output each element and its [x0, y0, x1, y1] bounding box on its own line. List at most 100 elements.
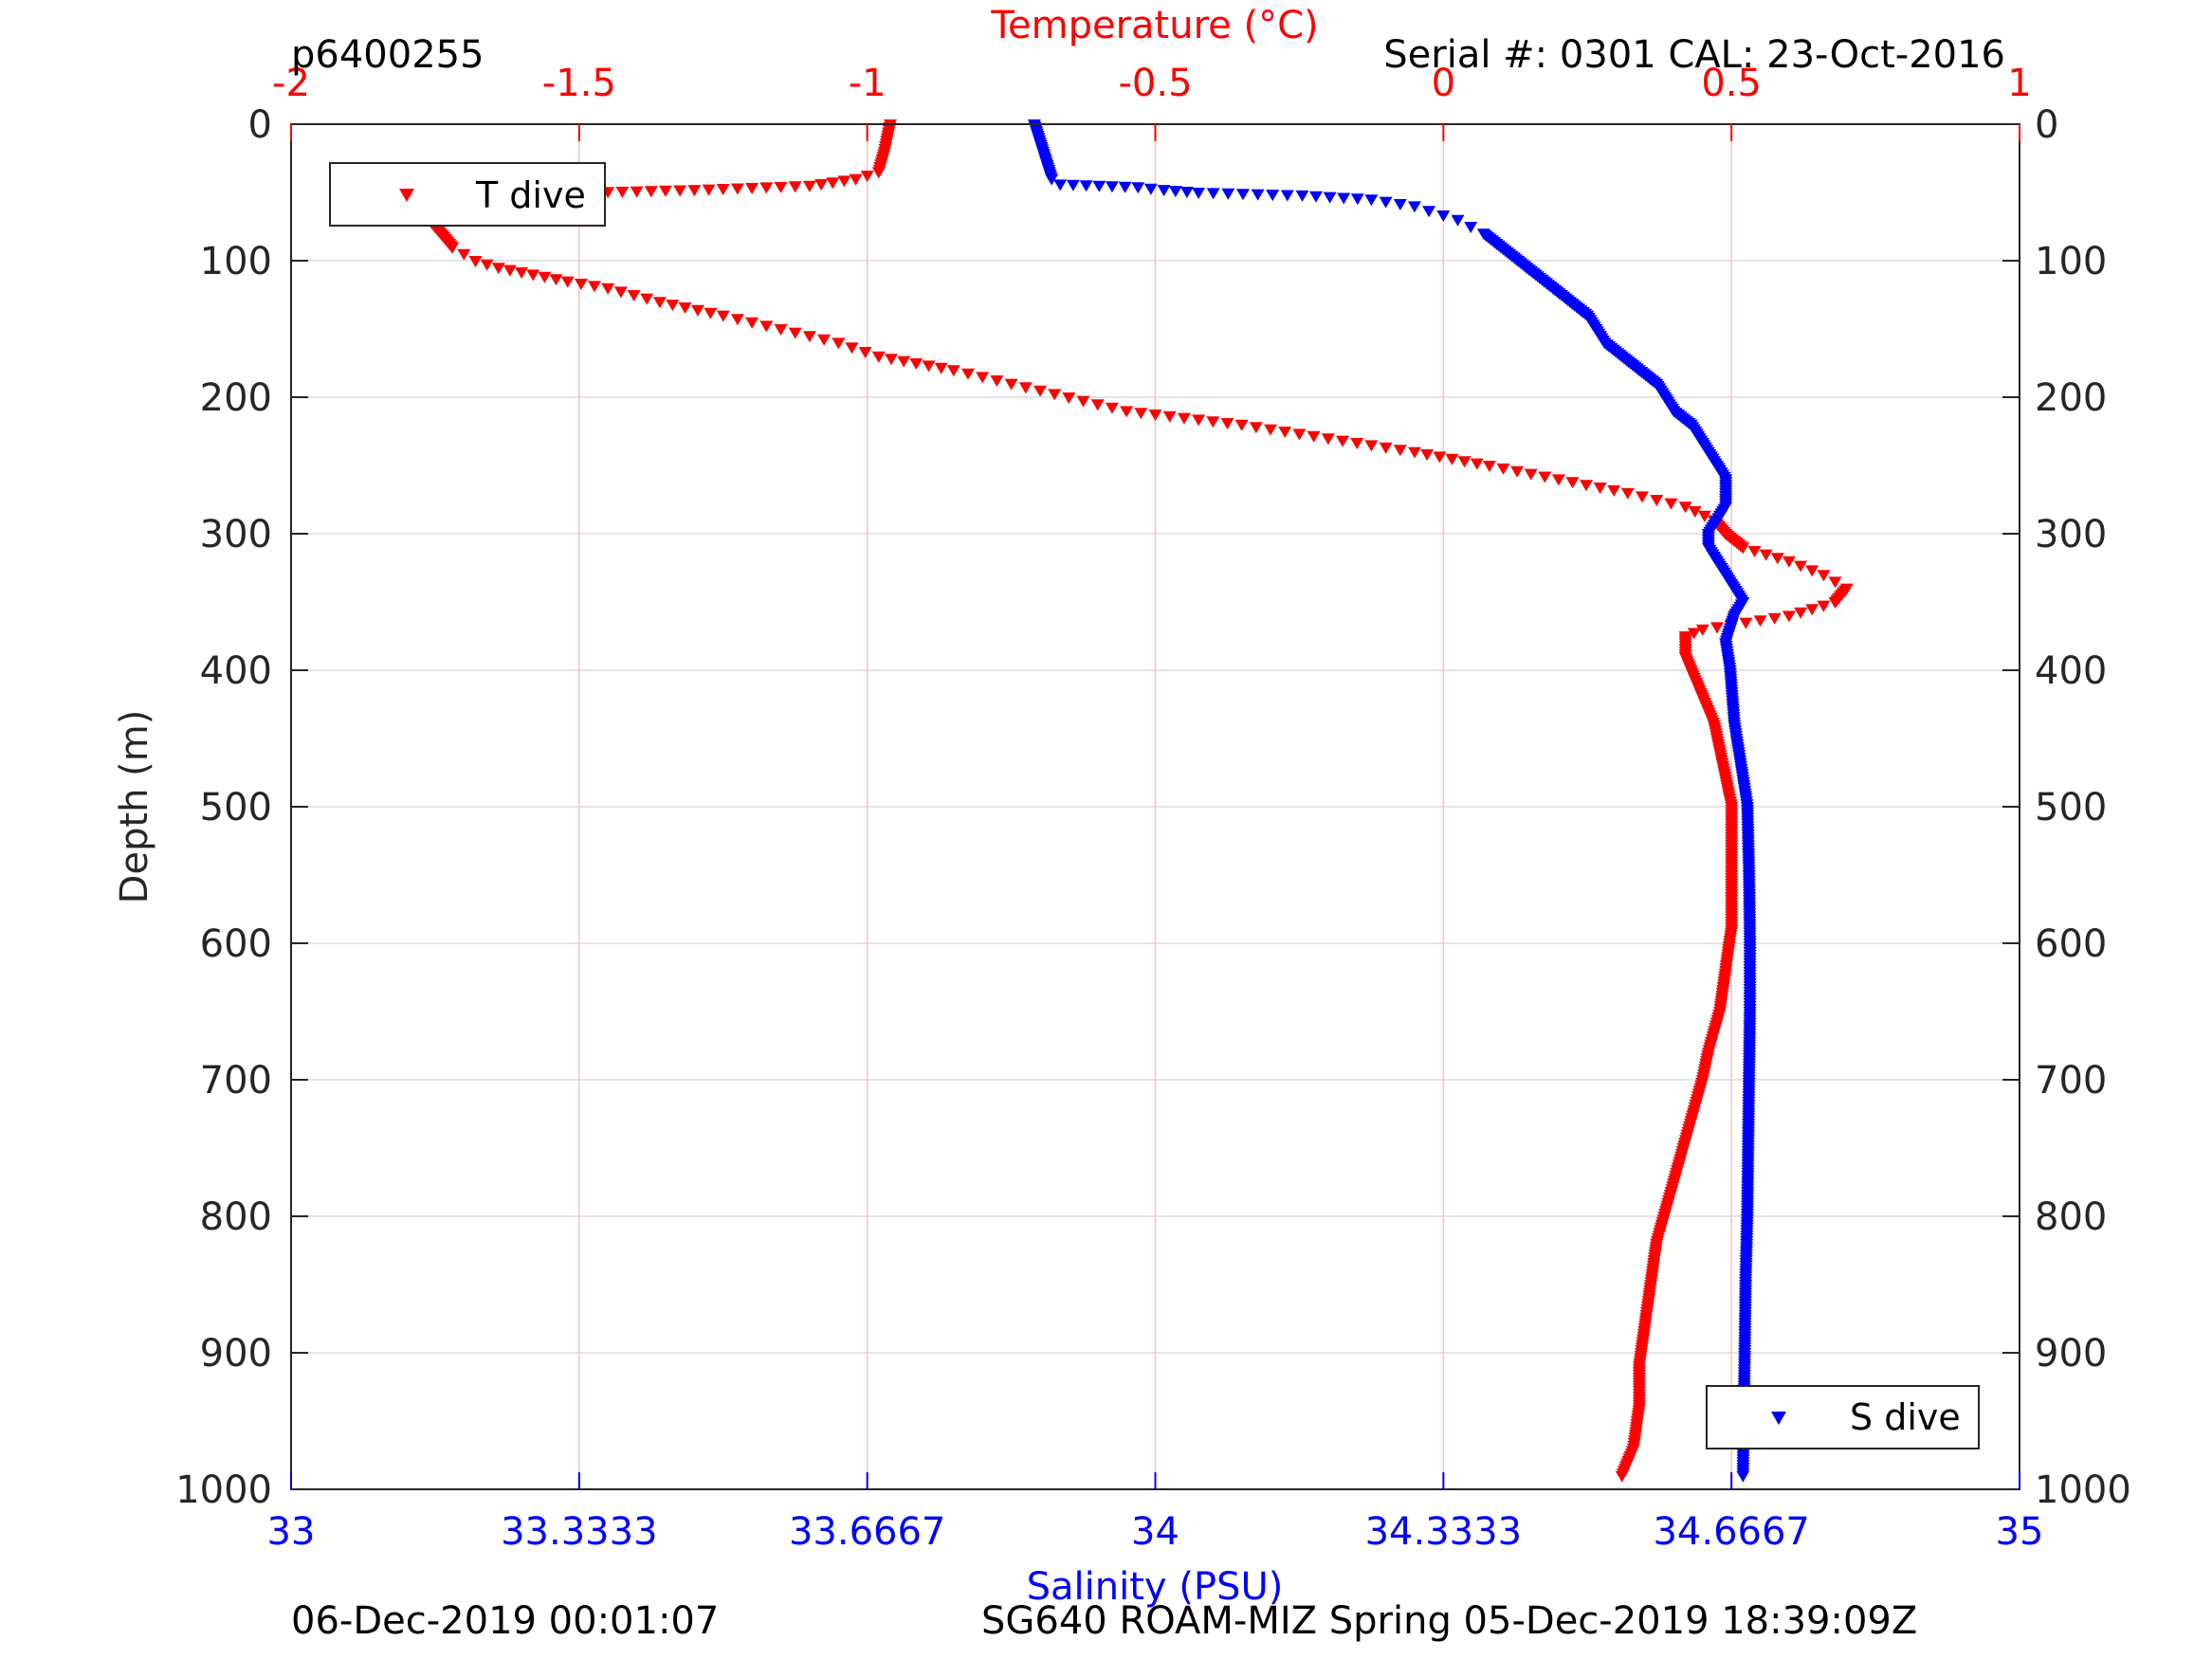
grid-lines: [291, 124, 2020, 1489]
t-dive-marker: [730, 314, 744, 326]
t-dive-marker: [759, 182, 774, 194]
s-dive-marker: [1350, 193, 1364, 206]
t-dive-marker: [1120, 406, 1134, 418]
t-dive-marker: [1105, 402, 1119, 414]
t-dive-marker: [1747, 546, 1762, 557]
temperature-axis-label: Temperature (°C): [990, 4, 1318, 47]
footer-mission: SG640 ROAM-MIZ Spring 05-Dec-2019 18:39:…: [981, 1599, 1918, 1643]
depth-tick-label-left: 100: [200, 240, 272, 283]
s-dive-marker: [1436, 210, 1451, 222]
t-dive-marker: [627, 290, 641, 301]
data-markers: [422, 119, 1854, 1483]
t-dive-marker: [976, 372, 990, 384]
depth-tick-label-right: 500: [2035, 786, 2107, 830]
t-dive-marker: [1018, 382, 1033, 394]
salinity-tick-label: 35: [1996, 1510, 2044, 1554]
t-dive-marker: [759, 320, 774, 333]
depth-tick-label-left: 500: [200, 786, 272, 830]
t-dive-marker: [871, 351, 886, 363]
t-dive-marker: [1234, 419, 1249, 431]
s-dive-marker: [1066, 179, 1080, 191]
t-dive-marker: [1292, 428, 1307, 441]
t-dive-marker: [1794, 607, 1808, 619]
t-dive-marker: [1817, 570, 1831, 582]
axis-ticks: 0 0 100 100 200 200 300 300 400 400 500 500 600 600 70…: [175, 62, 2131, 1554]
t-dive-marker: [1770, 553, 1784, 565]
depth-tick-label-right: 600: [2035, 922, 2107, 966]
depth-tick-label-right: 800: [2035, 1195, 2107, 1239]
t-dive-marker: [745, 183, 759, 194]
t-dive-marker: [1687, 628, 1701, 640]
t-dive-marker: [1004, 378, 1018, 391]
t-dive-marker: [560, 276, 575, 288]
t-dive-marker: [832, 337, 846, 350]
legend-t-dive-box: [329, 162, 606, 227]
t-dive-marker: [858, 347, 872, 358]
depth-tick-label-right: 300: [2035, 513, 2107, 556]
t-dive-marker: [826, 177, 840, 190]
t-dive-marker: [1688, 506, 1702, 518]
legend-s-dive: S dive: [1706, 1385, 1980, 1449]
salinity-tick-label: 33.6667: [789, 1510, 945, 1554]
s-dive-marker: [1280, 190, 1294, 202]
depth-tick-label-right: 400: [2035, 649, 2107, 693]
t-dive-marker: [1278, 427, 1292, 438]
legend-t-dive-marker: [399, 189, 414, 202]
t-dive-marker: [1510, 465, 1525, 478]
t-dive-marker: [990, 375, 1004, 387]
s-dive-marker: [1131, 182, 1145, 194]
s-dive-marker: [1407, 201, 1421, 213]
t-dive-marker: [1565, 477, 1580, 489]
t-dive-marker: [1739, 617, 1753, 629]
s-dive-marker: [1221, 188, 1235, 200]
salinity-tick-label: 34: [1131, 1510, 1179, 1554]
t-dive-marker: [1805, 565, 1819, 577]
t-dive-marker: [1636, 491, 1649, 503]
t-dive-marker: [666, 300, 680, 312]
t-dive-marker: [1697, 510, 1711, 522]
t-dive-marker: [1828, 576, 1842, 589]
t-dive-marker: [1767, 612, 1782, 625]
t-dive-marker: [817, 334, 832, 346]
t-dive-marker: [1650, 495, 1664, 506]
t-dive-marker: [630, 186, 644, 198]
t-dive-marker: [549, 274, 563, 286]
t-dive-marker: [1379, 442, 1393, 454]
s-dive-marker: [1092, 180, 1106, 192]
salinity-tick-label: 34.3333: [1365, 1510, 1522, 1554]
t-dive-marker: [1782, 611, 1796, 623]
salinity-tick-label: 34.6667: [1653, 1510, 1809, 1554]
t-dive-marker: [588, 281, 601, 293]
t-dive-marker: [1496, 463, 1510, 475]
t-dive-marker: [946, 365, 960, 377]
depth-tick-label-right: 700: [2035, 1059, 2107, 1103]
depth-tick-label-right: 1000: [2035, 1468, 2131, 1512]
t-dive-marker: [1220, 418, 1234, 429]
depth-tick-label-right: 100: [2035, 240, 2107, 283]
t-dive-marker: [574, 279, 588, 290]
t-dive-marker: [934, 362, 948, 374]
t-dive-marker: [1148, 410, 1162, 421]
t-dive-marker: [515, 267, 529, 279]
depth-tick-label-right: 900: [2035, 1332, 2107, 1376]
s-dive-marker: [1393, 199, 1407, 210]
t-dive-marker: [1364, 440, 1379, 452]
t-dive-marker: [774, 181, 788, 193]
t-dive-marker: [1817, 600, 1831, 612]
t-dive-marker: [704, 307, 718, 319]
s-dive-marker: [1323, 191, 1337, 204]
t-dive-marker: [1177, 412, 1191, 425]
t-dive-marker: [1393, 445, 1407, 457]
t-dive-marker: [1753, 615, 1767, 628]
t-dive-marker: [1206, 416, 1220, 428]
t-dive-marker: [652, 297, 667, 309]
t-dive-marker: [1350, 438, 1364, 449]
depth-tick-label-left: 300: [200, 513, 272, 556]
t-dive-marker: [1062, 392, 1076, 404]
t-dive-marker: [1457, 456, 1472, 468]
temperature-tick-label: -1: [849, 62, 887, 105]
t-dive-marker: [640, 293, 654, 305]
t-dive-marker: [1162, 410, 1177, 423]
t-dive-marker: [702, 184, 716, 196]
